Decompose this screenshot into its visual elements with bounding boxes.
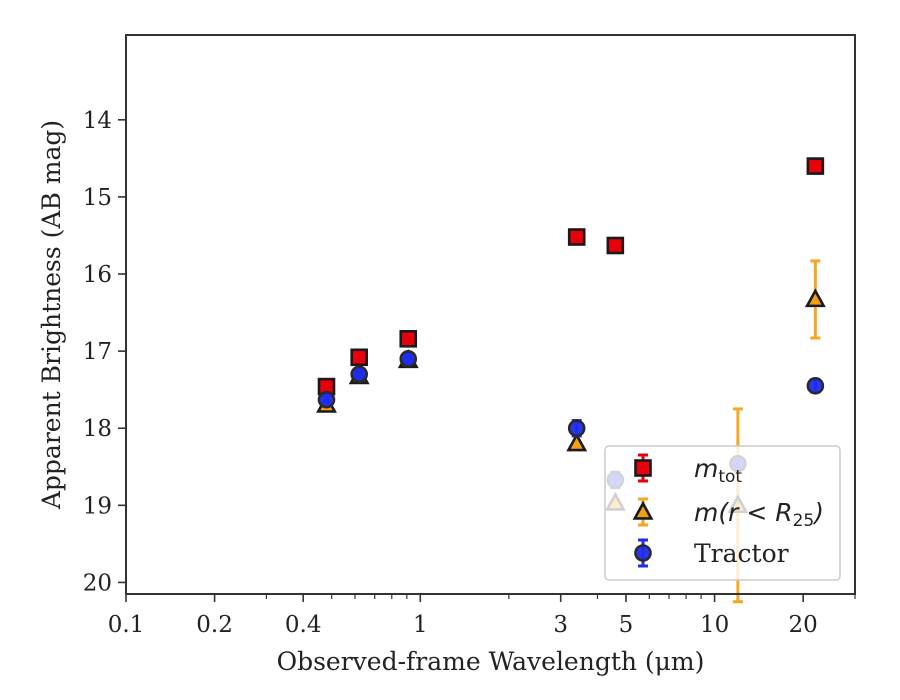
data-point — [806, 377, 825, 395]
legend-label: m(r < R25) — [694, 498, 824, 531]
x-tick-label: 1 — [413, 612, 428, 638]
x-tick-label: 3 — [553, 612, 568, 638]
legend-label: mtot — [694, 454, 742, 487]
data-point — [804, 288, 826, 308]
x-tick-label: 0.1 — [108, 612, 145, 638]
y-tick-label: 14 — [83, 108, 112, 134]
data-point — [350, 365, 368, 384]
x-tick-label: 20 — [789, 612, 818, 638]
data-point — [806, 157, 825, 175]
legend-label: Tractor — [694, 539, 789, 568]
data-point — [606, 236, 625, 255]
y-tick-label: 16 — [83, 262, 112, 288]
legend-marker — [632, 500, 654, 520]
x-tick-label: 0.4 — [285, 612, 322, 638]
x-tick-label: 5 — [619, 612, 634, 638]
series-0 — [317, 157, 825, 396]
data-point — [567, 419, 586, 438]
data-point — [566, 432, 588, 452]
data-point — [567, 228, 586, 246]
y-tick-label: 19 — [83, 493, 112, 519]
plot-frame — [125, 34, 856, 595]
legend-entry: m(r < R25) — [632, 497, 824, 531]
data-point — [317, 390, 336, 409]
y-tick-label: 17 — [83, 339, 112, 365]
legend-entry: Tractor — [634, 538, 789, 568]
x-tick-label: 0.2 — [196, 612, 233, 638]
data-point — [399, 350, 418, 368]
data-point — [399, 329, 418, 348]
axes: 0.1 0.2 0.4 1 3 5 10 20 14 15 16 17 18 19 20 — [83, 108, 856, 638]
y-tick-label: 15 — [83, 185, 112, 211]
x-tick-label: 10 — [700, 612, 729, 638]
legend-entry: mtot — [634, 453, 742, 487]
x-axis-label: Observed-frame Wavelength (μm) — [277, 647, 705, 676]
y-tick-label: 20 — [83, 570, 112, 596]
legend: mtot m(r < R25) Tractor — [604, 445, 841, 581]
legend-marker — [634, 544, 652, 562]
legend-frame — [604, 445, 841, 581]
y-tick-label: 18 — [83, 416, 112, 442]
legend-marker — [634, 459, 652, 477]
data-point — [350, 348, 368, 367]
y-axis-label: Apparent Brightness (AB mag) — [37, 120, 66, 510]
